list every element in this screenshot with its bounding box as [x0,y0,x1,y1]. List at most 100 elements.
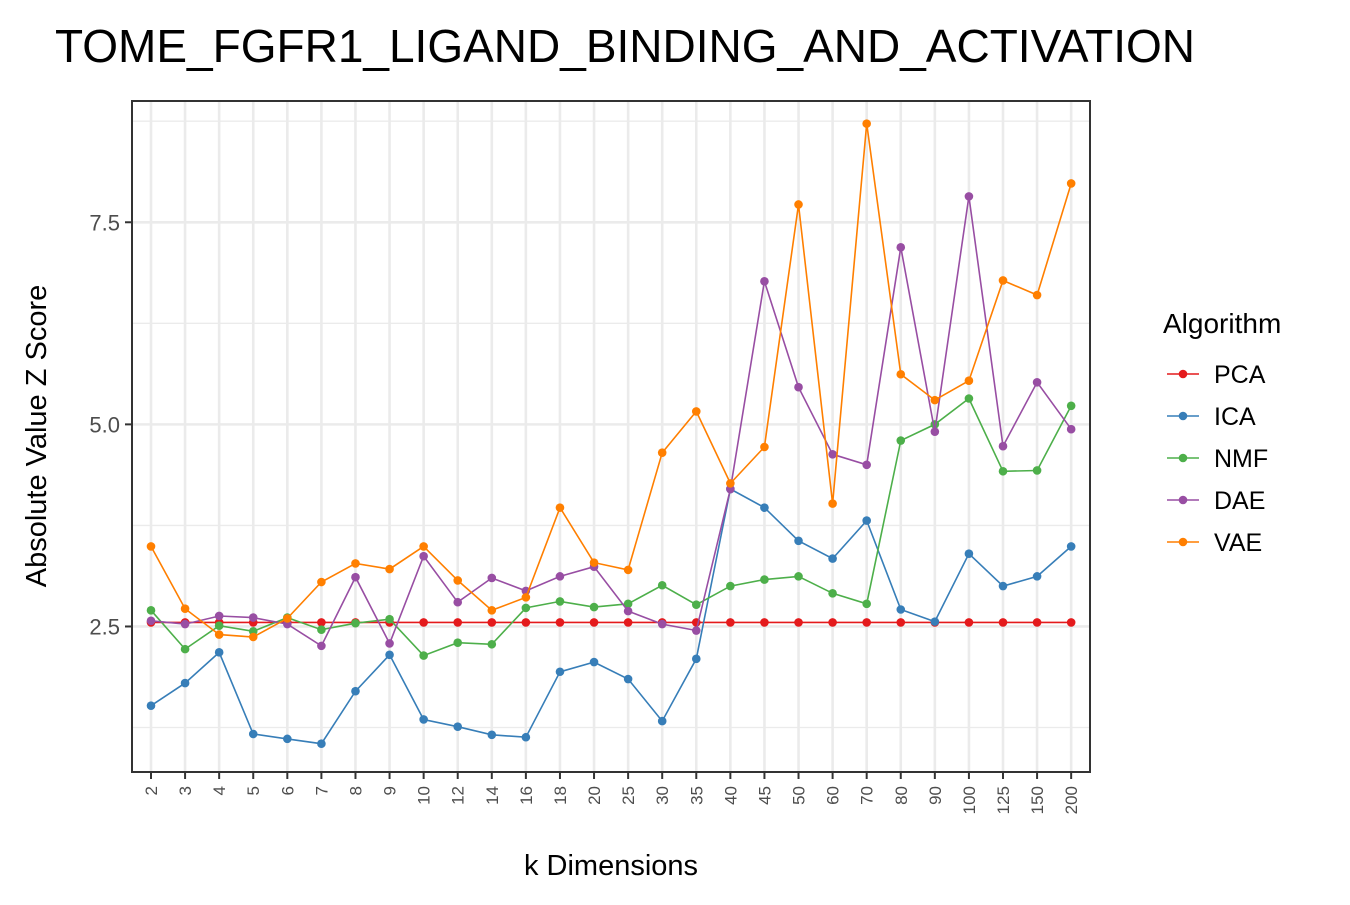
data-point-pca [317,618,326,627]
data-point-ica [691,654,701,664]
x-tick-label: 2 [142,786,161,795]
x-tick-label: 35 [687,786,706,805]
data-point-nmf [896,436,906,445]
data-point-vae [146,542,156,551]
x-tick-label: 6 [278,786,297,795]
data-point-ica [487,730,497,740]
data-point-ica [419,715,428,724]
data-point-vae [317,577,326,587]
data-point-nmf [385,614,394,624]
data-point-vae [351,559,360,568]
x-tick-label: 3 [176,786,195,795]
data-point-dae [248,613,258,622]
data-point-pca [419,618,428,627]
data-point-pca [964,618,974,627]
chart-title: TOME_FGFR1_LIGAND_BINDING_AND_ACTIVATION [55,20,1195,72]
x-tick-label: 30 [653,786,672,805]
data-point-ica [794,536,803,546]
data-point-vae [794,200,803,209]
legend-key-point-ica [1178,411,1188,421]
data-point-vae [998,276,1008,285]
data-point-ica [1066,542,1076,551]
data-point-vae [248,632,258,642]
data-point-nmf [521,603,531,613]
data-point-vae [1032,290,1042,300]
x-tick-label: 50 [790,786,809,805]
data-point-dae [1032,378,1042,387]
data-point-ica [555,667,565,677]
data-point-ica [180,678,190,688]
data-point-nmf [726,581,735,591]
x-tick-label: 125 [994,786,1013,814]
data-point-dae [930,427,940,436]
data-point-vae [555,503,565,512]
data-point-pca [521,618,531,627]
data-point-nmf [589,602,599,612]
data-point-dae [214,611,224,621]
data-point-ica [657,716,667,726]
gridlines [132,101,1090,772]
data-point-vae [283,614,292,623]
legend-key-point-dae [1178,495,1188,505]
data-point-dae [487,573,497,583]
y-axis-title: Absolute Value Z Score [21,285,53,588]
x-tick-label: 25 [619,786,638,805]
axes: 2.55.07.52 3 4 5 6 7 8 9 10 12 14 16 18 20 25 30 35 40 45 5… [89,210,1081,814]
data-point-nmf [760,575,769,584]
x-tick-label: 16 [517,786,536,805]
data-point-dae [180,619,190,629]
data-point-vae [180,604,190,613]
data-point-dae [351,572,360,582]
data-point-ica [521,732,531,742]
data-point-ica [998,581,1008,591]
data-point-ica [589,657,599,667]
x-tick-label: 200 [1062,786,1081,814]
x-axis-title: k Dimensions [524,850,698,882]
data-point-ica [964,549,974,559]
data-point-dae [828,449,837,459]
data-point-ica [760,503,769,512]
data-point-dae [1066,424,1076,434]
data-point-vae [487,606,497,615]
data-point-nmf [146,606,156,615]
data-point-dae [760,276,769,286]
data-point-pca [589,618,599,627]
series-line-ica [150,487,1072,745]
x-tick-label: 10 [415,786,434,805]
data-point-pca [794,618,803,627]
data-point-ica [283,734,292,744]
data-point-pca [828,618,837,627]
data-point-nmf [317,625,326,635]
data-point-vae [453,576,463,585]
legend-label-ica: ICA [1214,403,1256,431]
data-point-dae [385,639,394,648]
data-point-ica [317,739,326,749]
data-point-vae [521,593,531,602]
data-point-pca [623,618,633,627]
legend-label-vae: VAE [1214,529,1262,557]
x-tick-label: 80 [892,786,911,805]
data-point-vae [657,448,667,457]
x-tick-label: 12 [449,786,468,805]
data-point-vae [385,564,394,574]
data-point-pca [1066,618,1076,627]
data-point-vae [726,479,735,488]
data-point-dae [419,551,428,561]
plot-panel [131,100,1091,773]
data-point-dae [146,616,156,626]
legend-label-pca: PCA [1214,361,1266,389]
x-tick-label: 20 [585,786,604,805]
data-point-pca [487,618,497,627]
data-point-pca [453,618,463,627]
x-tick-label: 100 [960,786,979,814]
x-tick-label: 40 [721,786,740,805]
data-point-dae [794,382,803,392]
data-point-dae [964,192,974,201]
data-point-dae [657,619,667,629]
data-point-nmf [964,394,974,403]
data-point-vae [862,119,871,128]
data-point-nmf [828,589,837,598]
x-tick-label: 4 [210,786,229,795]
